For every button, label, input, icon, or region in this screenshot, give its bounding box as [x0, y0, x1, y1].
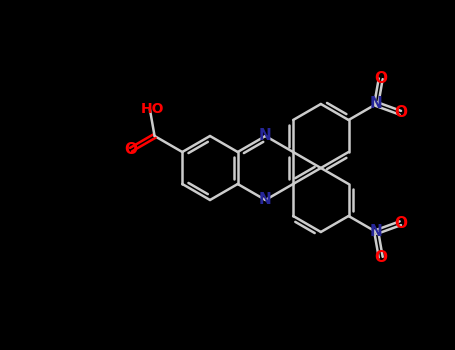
Text: O: O: [374, 71, 387, 86]
Text: N: N: [370, 97, 383, 112]
Text: N: N: [259, 128, 272, 143]
Text: N: N: [370, 224, 383, 239]
Text: N: N: [259, 193, 272, 208]
Text: O: O: [374, 250, 387, 265]
Text: O: O: [125, 142, 137, 157]
Text: HO: HO: [141, 102, 165, 116]
Text: O: O: [394, 216, 407, 231]
Text: O: O: [394, 105, 407, 120]
